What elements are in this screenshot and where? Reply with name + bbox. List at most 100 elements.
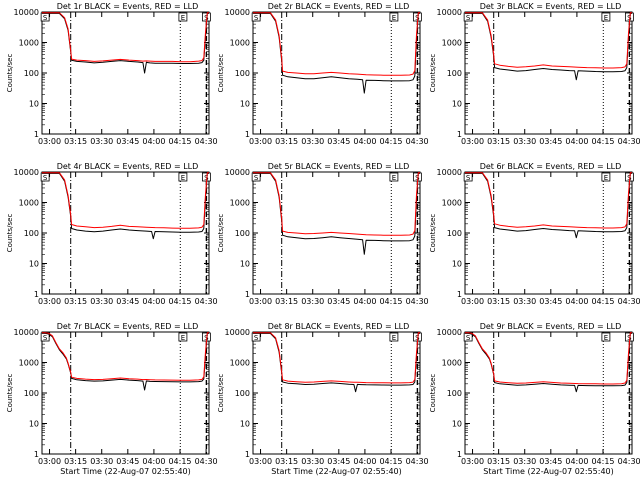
x-tick-label: 03:30 [513,297,536,306]
x-tick-label: 03:15 [487,297,510,306]
chart-panel-9: Det 9r BLACK = Events, RED = LLD 1 10 100 10… [429,322,640,476]
corner-marker-label: S [43,14,48,22]
chart-title: Det 5r BLACK = Events, RED = LLD [268,162,410,171]
y-tick-label: 1 [34,130,39,139]
corner-marker-box [601,172,611,182]
corner-marker-label: E [392,334,396,342]
y-tick-label: 10 [29,100,39,109]
x-tick-label: 04:15 [591,137,614,146]
x-tick-label: 03:45 [116,457,139,466]
y-tick-label: 1000 [442,39,462,48]
x-tick-label: 03:30 [301,297,324,306]
x-tick-label: 04:15 [168,297,191,306]
lld-series-line [42,12,209,63]
y-axis-label: Counts/sec [6,214,14,253]
x-tick-label: 03:45 [539,297,562,306]
y-tick-label: 10000 [225,328,250,337]
y-tick-label: 10 [240,260,250,269]
x-tick-label: 04:00 [565,137,588,146]
y-tick-label: 1 [245,130,250,139]
x-tick-label: 04:00 [142,457,165,466]
chart-panel-5: Det 5r BLACK = Events, RED = LLD 1 10 100 10… [217,162,429,306]
x-tick-label: 03:00 [461,297,484,306]
x-tick-label: 04:00 [565,297,588,306]
x-tick-label: 03:15 [64,137,87,146]
y-tick-label: 1 [245,290,250,299]
y-tick-label: 10 [240,100,250,109]
x-tick-label: 03:45 [116,297,139,306]
y-tick-label: 1 [457,130,462,139]
corner-marker-box [601,12,611,22]
lld-series-line [253,12,420,76]
y-tick-label: 10 [29,260,39,269]
lld-series-line [42,332,209,381]
y-tick-label: 10000 [437,8,462,17]
y-tick-label: 1000 [230,39,250,48]
y-tick-label: 1000 [19,359,39,368]
y-tick-label: 100 [235,229,250,238]
x-tick-label: 03:15 [64,297,87,306]
y-tick-label: 1000 [19,39,39,48]
corner-marker-label: E [604,14,608,22]
corner-marker-box [601,332,611,342]
x-tick-label: 04:30 [406,457,429,466]
y-tick-label: 10000 [14,328,39,337]
x-tick-label: 04:30 [618,457,640,466]
x-tick-label: 04:00 [142,137,165,146]
x-tick-label: 03:45 [539,137,562,146]
corner-marker-box [178,172,188,182]
y-tick-label: 10 [452,420,462,429]
chart-title: Det 6r BLACK = Events, RED = LLD [480,162,622,171]
corner-marker-box [389,332,399,342]
x-tick-label: 04:15 [168,137,191,146]
x-tick-label: 03:15 [487,137,510,146]
y-tick-label: 1000 [19,199,39,208]
x-tick-label: 03:15 [275,457,298,466]
x-axis-label: Start Time (22-Aug-07 02:55:40) [271,467,402,476]
x-tick-label: 03:00 [38,457,61,466]
x-tick-label: 03:45 [327,137,350,146]
lld-series-line [253,332,420,384]
x-tick-label: 04:15 [591,457,614,466]
chart-panel-3: Det 3r BLACK = Events, RED = LLD 1 10 100 10… [429,2,640,146]
corner-marker-label: E [392,174,396,182]
chart-title: Det 2r BLACK = Events, RED = LLD [268,2,410,11]
y-tick-label: 10000 [437,168,462,177]
y-tick-label: 10000 [14,168,39,177]
y-axis-label: Counts/sec [217,54,225,93]
x-tick-label: 04:30 [618,297,640,306]
x-tick-label: 04:00 [353,137,376,146]
y-tick-label: 100 [447,69,462,78]
y-tick-label: 100 [24,229,39,238]
corner-marker-label: E [604,334,608,342]
chart-panel-4: Det 4r BLACK = Events, RED = LLD 1 10 100 10… [6,162,218,306]
x-tick-label: 04:30 [406,297,429,306]
x-tick-label: 04:15 [379,457,402,466]
y-axis-label: Counts/sec [6,54,14,93]
chart-title: Det 7r BLACK = Events, RED = LLD [57,322,199,331]
lld-series-line [253,172,420,236]
x-tick-label: 03:30 [90,297,113,306]
x-tick-label: 03:45 [327,297,350,306]
corner-marker-label: S [254,174,259,182]
events-series-line [465,332,632,393]
corner-marker-label: E [392,14,396,22]
x-tick-label: 04:00 [142,297,165,306]
chart-title: Det 8r BLACK = Events, RED = LLD [268,322,410,331]
y-tick-label: 10 [240,420,250,429]
y-tick-label: 100 [24,389,39,398]
y-tick-label: 10000 [225,8,250,17]
corner-marker-label: S [466,14,471,22]
chart-panel-6: Det 6r BLACK = Events, RED = LLD 1 10 100 10… [429,162,640,306]
y-tick-label: 100 [447,229,462,238]
y-tick-label: 10000 [14,8,39,17]
x-tick-label: 03:00 [249,297,272,306]
corner-marker-box [389,172,399,182]
chart-title: Det 9r BLACK = Events, RED = LLD [480,322,622,331]
y-tick-label: 100 [235,69,250,78]
corner-marker-label: S [43,174,48,182]
x-tick-label: 03:00 [461,137,484,146]
corner-marker-label: S [254,334,259,342]
corner-marker-label: E [604,174,608,182]
x-tick-label: 03:00 [249,457,272,466]
